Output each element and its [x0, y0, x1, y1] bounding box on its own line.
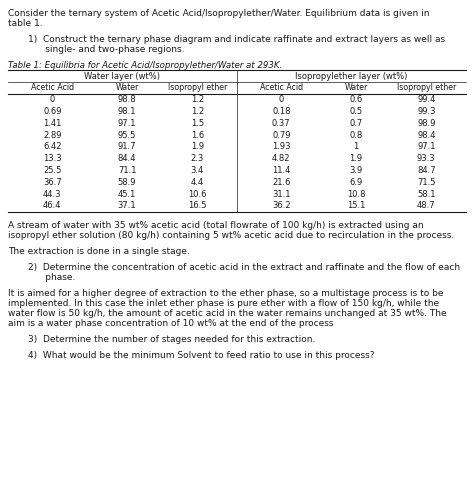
Text: Consider the ternary system of Acetic Acid/Isopropylether/Water. Equilibrium dat: Consider the ternary system of Acetic Ac…: [8, 9, 429, 18]
Text: isopropyl ether solution (80 kg/h) containing 5 wt% acetic acid due to recircula: isopropyl ether solution (80 kg/h) conta…: [8, 231, 454, 240]
Text: 84.4: 84.4: [118, 154, 137, 163]
Text: 1)  Construct the ternary phase diagram and indicate raffinate and extract layer: 1) Construct the ternary phase diagram a…: [28, 35, 445, 44]
Text: Water layer (wt%): Water layer (wt%): [84, 71, 161, 80]
Text: 97.1: 97.1: [417, 142, 436, 151]
Text: 0.18: 0.18: [272, 107, 291, 116]
Text: 3)  Determine the number of stages needed for this extraction.: 3) Determine the number of stages needed…: [28, 335, 315, 344]
Text: 58.9: 58.9: [118, 178, 137, 187]
Text: 1.9: 1.9: [349, 154, 363, 163]
Text: 99.3: 99.3: [417, 107, 436, 116]
Text: 6.42: 6.42: [43, 142, 62, 151]
Text: 46.4: 46.4: [43, 201, 62, 210]
Text: 4.82: 4.82: [272, 154, 291, 163]
Text: 31.1: 31.1: [272, 190, 291, 199]
Text: water flow is 50 kg/h, the amount of acetic acid in the water remains unchanged : water flow is 50 kg/h, the amount of ace…: [8, 308, 447, 317]
Text: 1: 1: [354, 142, 359, 151]
Text: 71.5: 71.5: [417, 178, 436, 187]
Text: 71.1: 71.1: [118, 166, 137, 175]
Text: 1.41: 1.41: [43, 119, 62, 128]
Text: 16.5: 16.5: [188, 201, 207, 210]
Text: 97.1: 97.1: [118, 119, 137, 128]
Text: 0.69: 0.69: [43, 107, 62, 116]
Text: 1.93: 1.93: [272, 142, 291, 151]
Text: 48.7: 48.7: [417, 201, 436, 210]
Text: 4)  What would be the minimum Solvent to feed ratio to use in this process?: 4) What would be the minimum Solvent to …: [28, 351, 374, 360]
Text: 1.2: 1.2: [191, 95, 204, 104]
Text: 37.1: 37.1: [118, 201, 137, 210]
Text: 10.8: 10.8: [347, 190, 365, 199]
Text: Water: Water: [116, 83, 139, 92]
Text: 1.2: 1.2: [191, 107, 204, 116]
Text: 98.8: 98.8: [118, 95, 137, 104]
Text: 15.1: 15.1: [347, 201, 365, 210]
Text: single- and two-phase regions.: single- and two-phase regions.: [28, 45, 184, 54]
Text: 4.4: 4.4: [191, 178, 204, 187]
Text: 0.7: 0.7: [349, 119, 363, 128]
Text: 0.79: 0.79: [272, 131, 291, 140]
Text: Water: Water: [345, 83, 368, 92]
Text: implemented. In this case the inlet ether phase is pure ether with a flow of 150: implemented. In this case the inlet ethe…: [8, 298, 439, 307]
Text: 1.5: 1.5: [191, 119, 204, 128]
Text: 1.9: 1.9: [191, 142, 204, 151]
Text: 1.6: 1.6: [191, 131, 204, 140]
Text: 44.3: 44.3: [43, 190, 62, 199]
Text: 36.2: 36.2: [272, 201, 291, 210]
Text: 0.8: 0.8: [349, 131, 363, 140]
Text: 36.7: 36.7: [43, 178, 62, 187]
Text: 0.37: 0.37: [272, 119, 291, 128]
Text: Acetic Acid: Acetic Acid: [31, 83, 74, 92]
Text: 25.5: 25.5: [43, 166, 62, 175]
Text: It is aimed for a higher degree of extraction to the ether phase, so a multistag: It is aimed for a higher degree of extra…: [8, 288, 444, 297]
Text: 13.3: 13.3: [43, 154, 62, 163]
Text: 98.1: 98.1: [118, 107, 137, 116]
Text: 91.7: 91.7: [118, 142, 137, 151]
Text: 6.9: 6.9: [349, 178, 363, 187]
Text: phase.: phase.: [28, 272, 75, 281]
Text: 2.89: 2.89: [43, 131, 62, 140]
Text: 84.7: 84.7: [417, 166, 436, 175]
Text: 98.9: 98.9: [417, 119, 436, 128]
Text: 58.1: 58.1: [417, 190, 436, 199]
Text: 95.5: 95.5: [118, 131, 136, 140]
Text: 93.3: 93.3: [417, 154, 436, 163]
Text: A stream of water with 35 wt% acetic acid (total flowrate of 100 kg/h) is extrac: A stream of water with 35 wt% acetic aci…: [8, 221, 424, 230]
Text: 11.4: 11.4: [272, 166, 291, 175]
Text: 0: 0: [279, 95, 284, 104]
Text: 0.6: 0.6: [349, 95, 363, 104]
Text: 99.4: 99.4: [417, 95, 436, 104]
Text: 0.5: 0.5: [349, 107, 363, 116]
Text: Isopropyl ether: Isopropyl ether: [397, 83, 456, 92]
Text: 3.9: 3.9: [349, 166, 363, 175]
Text: Isopropyl ether: Isopropyl ether: [168, 83, 227, 92]
Text: Acetic Acid: Acetic Acid: [260, 83, 303, 92]
Text: 45.1: 45.1: [118, 190, 136, 199]
Text: 10.6: 10.6: [188, 190, 207, 199]
Text: Table 1: Equilibria for Acetic Acid/Isopropylether/Water at 293K.: Table 1: Equilibria for Acetic Acid/Isop…: [8, 61, 282, 70]
Text: Isopropylether layer (wt%): Isopropylether layer (wt%): [295, 71, 408, 80]
Text: 2.3: 2.3: [191, 154, 204, 163]
Text: 0: 0: [50, 95, 55, 104]
Text: table 1.: table 1.: [8, 19, 43, 28]
Text: 98.4: 98.4: [417, 131, 436, 140]
Text: 3.4: 3.4: [191, 166, 204, 175]
Text: The extraction is done in a single stage.: The extraction is done in a single stage…: [8, 247, 190, 255]
Text: 21.6: 21.6: [272, 178, 291, 187]
Text: aim is a water phase concentration of 10 wt% at the end of the process: aim is a water phase concentration of 10…: [8, 318, 334, 328]
Text: 2)  Determine the concentration of acetic acid in the extract and raffinate and : 2) Determine the concentration of acetic…: [28, 262, 460, 271]
